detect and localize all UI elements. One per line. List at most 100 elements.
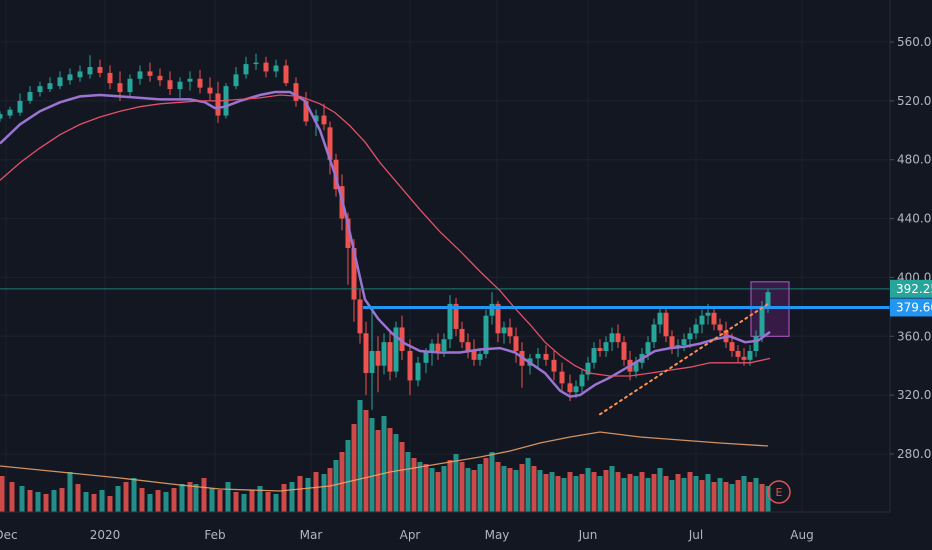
volume-bar [0,476,5,512]
candle-body [345,218,351,248]
candle-body [735,351,741,357]
volume-bar [627,474,633,512]
volume-bar [651,474,657,512]
candle-body [137,71,143,79]
candle-body [579,374,585,387]
earnings-badge[interactable]: E [767,480,791,504]
candle-body [415,362,421,381]
volume-bar [411,458,417,512]
volume-moving-average [0,431,769,492]
volume-bar [741,476,747,512]
volume-bar [435,472,441,512]
candle-body [741,356,747,360]
volume-bar [675,474,681,512]
volume-bar [327,468,333,512]
volume-bar [705,474,711,512]
volume-bar [639,472,645,512]
volume-bar [27,490,33,512]
candle-body [429,343,435,353]
candle-body [447,303,453,340]
volume-bar [179,484,185,512]
x-tick-label: Aug [790,528,813,542]
candle-body [477,353,483,360]
volume-bar [681,478,687,512]
candle-body [407,351,413,381]
candle-body [669,336,675,349]
candle-body [435,343,441,351]
volume-bar [645,478,651,512]
x-tick-label: Mar [300,528,323,542]
candle-body [747,351,753,360]
volume-bar [657,468,663,512]
volume-bar [201,478,207,512]
candle-body [513,336,519,351]
candle-body [17,100,23,113]
candle-body [645,342,651,354]
candle-body [471,351,477,360]
y-tick-label: 360.00 [897,329,932,343]
candle-body [573,386,579,393]
volume-bar [115,486,121,512]
x-tick-label: Jun [578,528,598,542]
volume-bar [603,470,609,512]
price-tag-label: 379.60 [896,300,932,314]
volume-bar [471,470,477,512]
candle-body [441,339,447,351]
candle-body [57,77,63,87]
volume-bar [567,472,573,512]
volume-bar [217,490,223,512]
time-axis[interactable]: Dec 2020 Feb Mar Apr May Jun Jul Aug [0,511,890,542]
volume-bar [483,458,489,512]
highlight-box [750,281,790,337]
candle-body [177,81,183,90]
volume-bar [447,460,453,512]
volume-bar [423,464,429,512]
candle-body [243,64,249,75]
volume-bar [441,466,447,512]
volume-bar [573,476,579,512]
volume-bar [501,466,507,512]
volume-bar [313,472,319,512]
candle-body [423,352,429,363]
volume-bar [615,472,621,512]
ma-line [0,90,771,398]
volume-bar [305,478,311,512]
volume-bar [91,494,97,512]
volume-bar [525,458,531,512]
volume-bar [489,452,495,512]
volume-bar [453,454,459,512]
volume-bar [321,474,327,512]
volume-bar [163,492,169,512]
candle-body [543,353,549,360]
candle-body [293,83,299,101]
volume-bar [233,492,239,512]
price-tag-label: 392.25 [896,282,932,296]
volume-bar [187,482,193,512]
volume-bar [459,462,465,512]
volume-bar [297,476,303,512]
volume-bar [585,468,591,512]
candle-body [215,93,221,116]
volume-bar [513,470,519,512]
volume-bar [537,470,543,512]
candle-body [711,312,717,325]
volume-bar [369,418,375,512]
volume-bar [393,434,399,512]
volume-bar [339,452,345,512]
y-tick-label: 520.00 [897,94,932,108]
volume-bar [561,478,567,512]
candle-body [459,328,465,343]
candle-body [681,339,687,346]
candle-body [559,371,565,384]
candle-body [753,336,759,351]
price-tag-bg [890,279,932,298]
candle-body [327,127,333,160]
y-tick-label: 280.00 [897,447,932,461]
volume-bar [597,476,603,512]
x-tick-label: May [485,528,510,542]
candle-body [765,292,771,307]
volume-bar [357,400,363,512]
candle-body [705,312,711,316]
volume-bar [249,490,255,512]
